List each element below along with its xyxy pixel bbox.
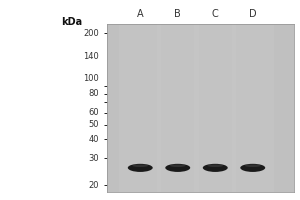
Text: 100: 100 [83,74,99,83]
Ellipse shape [207,165,223,167]
Text: 30: 30 [88,154,99,163]
Text: 50: 50 [88,120,99,129]
Bar [119,24,161,192]
Text: kDa: kDa [61,17,82,27]
Text: 20: 20 [88,181,99,190]
Bar [194,24,236,192]
Text: C: C [212,9,219,19]
Text: B: B [174,9,181,19]
Text: 200: 200 [83,29,99,38]
Bar [232,24,274,192]
Ellipse shape [203,164,228,172]
Ellipse shape [245,165,261,167]
Ellipse shape [128,164,153,172]
Ellipse shape [165,164,190,172]
Ellipse shape [132,165,148,167]
Ellipse shape [240,164,265,172]
Text: 60: 60 [88,108,99,117]
Text: 140: 140 [83,52,99,61]
Ellipse shape [170,165,186,167]
Bar [157,24,199,192]
Text: D: D [249,9,256,19]
Text: 80: 80 [88,89,99,98]
Text: 40: 40 [88,135,99,144]
Text: A: A [137,9,144,19]
